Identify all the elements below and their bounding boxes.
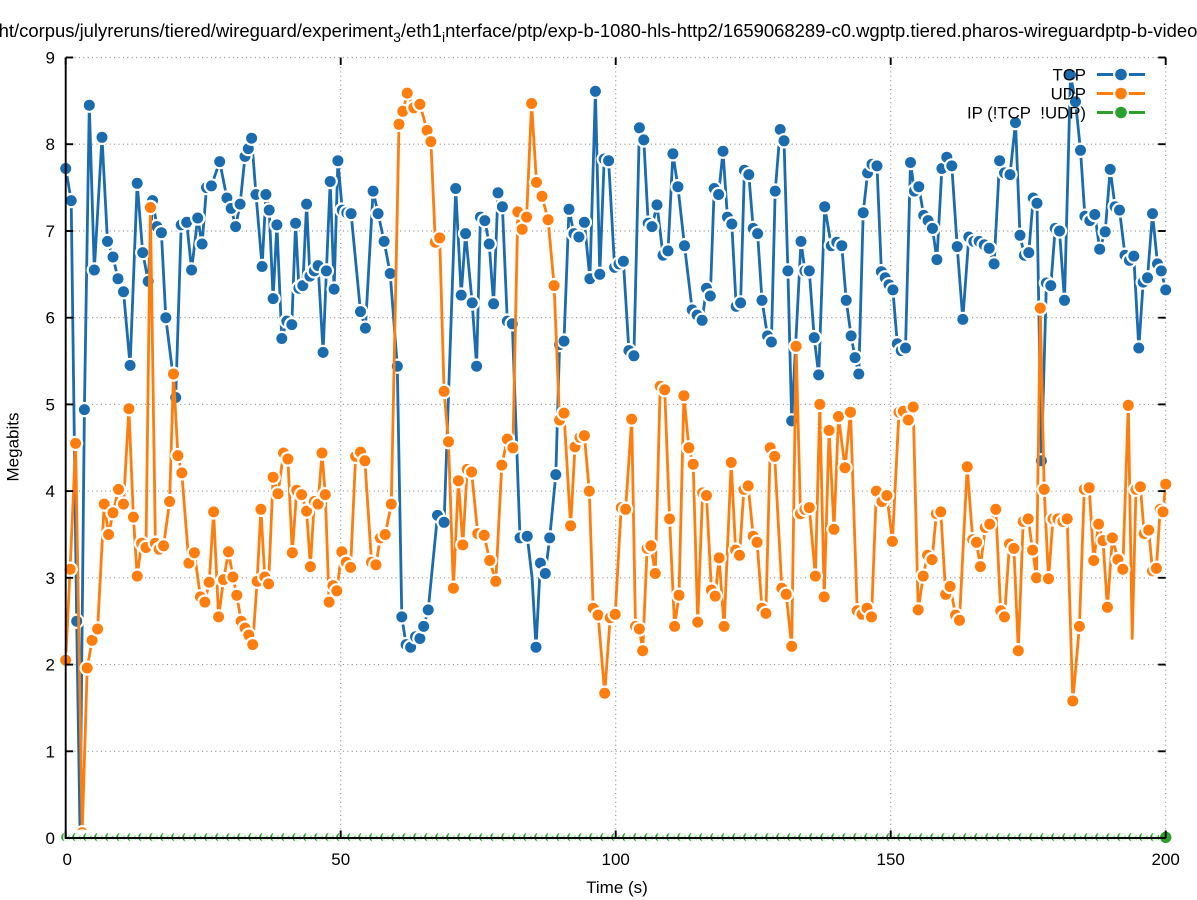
svg-text:9: 9 bbox=[46, 49, 55, 68]
svg-text:5: 5 bbox=[46, 395, 55, 414]
svg-text:150: 150 bbox=[877, 850, 905, 869]
svg-text:0: 0 bbox=[46, 829, 55, 848]
svg-text:Time (s): Time (s) bbox=[586, 878, 648, 897]
svg-text:Megabits: Megabits bbox=[4, 413, 23, 482]
svg-text:IP (!TCP !UDP): IP (!TCP !UDP) bbox=[967, 103, 1086, 122]
svg-text:7: 7 bbox=[46, 222, 55, 241]
svg-text:8: 8 bbox=[46, 135, 55, 154]
svg-text:UDP: UDP bbox=[1051, 84, 1086, 103]
svg-text:0: 0 bbox=[62, 850, 71, 869]
svg-text:200: 200 bbox=[1152, 850, 1180, 869]
svg-text:TCP: TCP bbox=[1052, 65, 1086, 84]
svg-text:50: 50 bbox=[331, 850, 350, 869]
svg-text:1: 1 bbox=[46, 742, 55, 761]
svg-text:2: 2 bbox=[46, 656, 55, 675]
svg-text:4: 4 bbox=[46, 482, 55, 501]
svg-text:3: 3 bbox=[46, 569, 55, 588]
svg-text:ht/corpus/julyreruns/tiered/wi: ht/corpus/julyreruns/tiered/wireguard/ex… bbox=[0, 20, 1197, 45]
svg-text:100: 100 bbox=[602, 850, 630, 869]
svg-text:6: 6 bbox=[46, 309, 55, 328]
